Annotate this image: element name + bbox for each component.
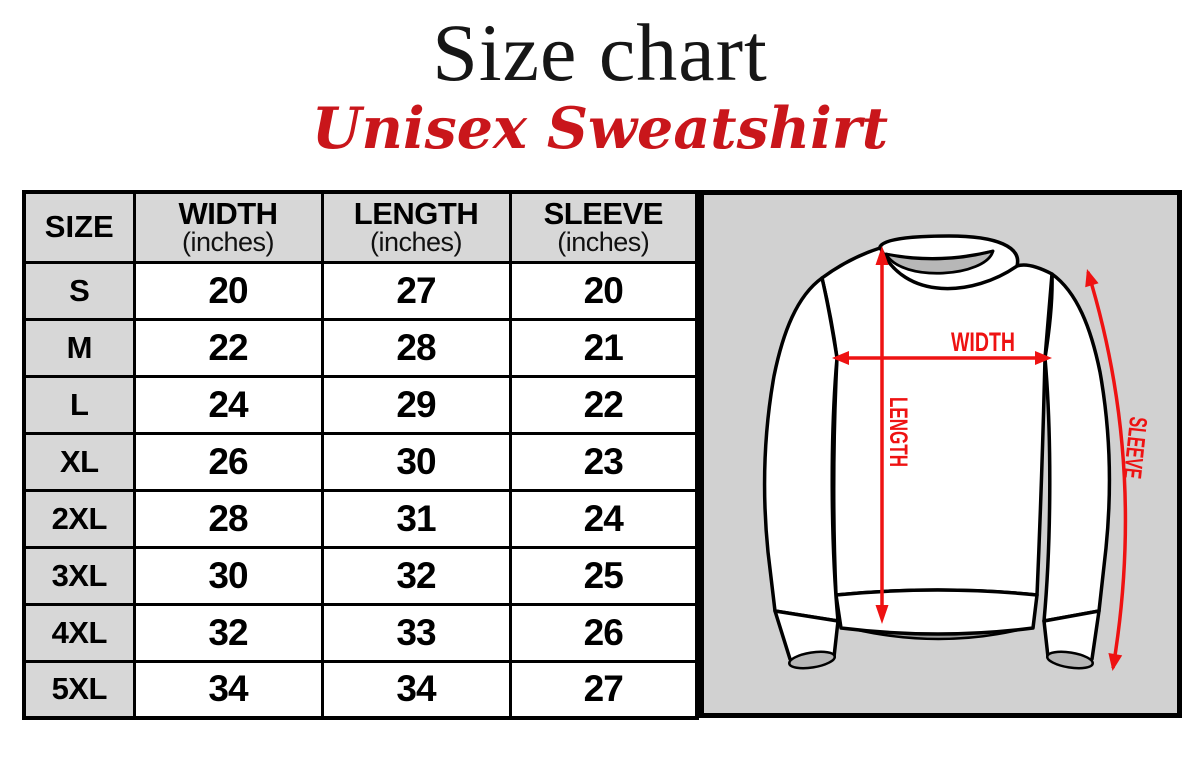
length-measure-label: LENGTH — [884, 397, 912, 467]
size-label: S — [22, 260, 136, 321]
table-row: L 24 29 22 — [22, 374, 699, 435]
size-label: 2XL — [22, 488, 136, 549]
size-label: L — [22, 374, 136, 435]
page-header: Size chart Unisex Sweatshirt — [0, 0, 1200, 160]
col-header-length-unit: (inches) — [369, 227, 463, 258]
sleeve-value: 23 — [508, 431, 699, 492]
sleeve-value: 20 — [508, 260, 699, 321]
length-value: 29 — [320, 374, 512, 435]
width-value: 32 — [132, 602, 324, 663]
width-value: 30 — [132, 545, 324, 606]
sleeve-value: 25 — [508, 545, 699, 606]
width-value: 26 — [132, 431, 324, 492]
sleeve-measure-label: SLEEVE — [1118, 416, 1152, 481]
size-label: 4XL — [22, 602, 136, 663]
col-header-width-label: WIDTH — [178, 196, 278, 232]
length-value: 34 — [320, 659, 512, 720]
width-value: 28 — [132, 488, 324, 549]
width-value: 34 — [132, 659, 324, 720]
neck-opening — [884, 249, 995, 275]
size-table-header-row: SIZE WIDTH (inches) LENGTH (inches) SLEE… — [22, 190, 699, 264]
table-row: 2XL 28 31 24 — [22, 488, 699, 549]
sweatshirt-waistband — [834, 588, 1039, 636]
table-row: 3XL 30 32 25 — [22, 545, 699, 606]
col-header-sleeve-unit: (inches) — [557, 227, 650, 258]
sleeve-value: 26 — [508, 602, 699, 663]
left-cuff-opening — [788, 650, 836, 670]
length-arrow — [875, 246, 889, 624]
sleeve-arrow — [1085, 269, 1128, 671]
size-label: 5XL — [22, 659, 136, 720]
col-header-width-unit: (inches) — [181, 227, 275, 258]
size-label: 3XL — [22, 545, 136, 606]
col-header-width: WIDTH (inches) — [132, 190, 324, 264]
sleeve-value: 21 — [508, 317, 699, 378]
length-value: 33 — [320, 602, 512, 663]
col-header-size: SIZE — [22, 190, 136, 264]
length-value: 28 — [320, 317, 512, 378]
page-subtitle: Unisex Sweatshirt — [311, 95, 889, 162]
width-value: 24 — [132, 374, 324, 435]
size-table: SIZE WIDTH (inches) LENGTH (inches) SLEE… — [22, 190, 699, 720]
sweatshirt-right-sleeve — [1042, 272, 1112, 623]
col-header-length: LENGTH (inches) — [320, 190, 512, 264]
main-content: SIZE WIDTH (inches) LENGTH (inches) SLEE… — [22, 190, 1200, 720]
col-header-size-label: SIZE — [44, 209, 114, 245]
sleeve-value: 24 — [508, 488, 699, 549]
table-row: 4XL 32 33 26 — [22, 602, 699, 663]
table-row: M 22 28 21 — [22, 317, 699, 378]
sweatshirt-diagram: WIDTH LENGTH SLEEVE — [762, 234, 1152, 671]
width-arrow — [832, 351, 1052, 365]
length-value: 32 — [320, 545, 512, 606]
sleeve-value: 27 — [508, 659, 699, 720]
sleeve-value: 22 — [508, 374, 699, 435]
length-value: 27 — [320, 260, 512, 321]
width-measure-label: WIDTH — [951, 327, 1015, 357]
size-label: M — [22, 317, 136, 378]
length-value: 31 — [320, 488, 512, 549]
sweatshirt-left-sleeve — [762, 276, 840, 623]
measurement-diagram-panel: WIDTH LENGTH SLEEVE — [699, 190, 1182, 718]
col-header-sleeve: SLEEVE (inches) — [508, 190, 699, 264]
col-header-length-label: LENGTH — [353, 196, 479, 232]
col-header-sleeve-label: SLEEVE — [543, 196, 664, 232]
page-title: Size chart — [432, 7, 768, 98]
table-row: 5XL 34 34 27 — [22, 659, 699, 720]
table-row: XL 26 30 23 — [22, 431, 699, 492]
length-value: 30 — [320, 431, 512, 492]
sweatshirt-body — [820, 244, 1054, 597]
width-value: 20 — [132, 260, 324, 321]
right-cuff-opening — [1046, 650, 1094, 670]
width-value: 22 — [132, 317, 324, 378]
size-label: XL — [22, 431, 136, 492]
table-row: S 20 27 20 — [22, 260, 699, 321]
